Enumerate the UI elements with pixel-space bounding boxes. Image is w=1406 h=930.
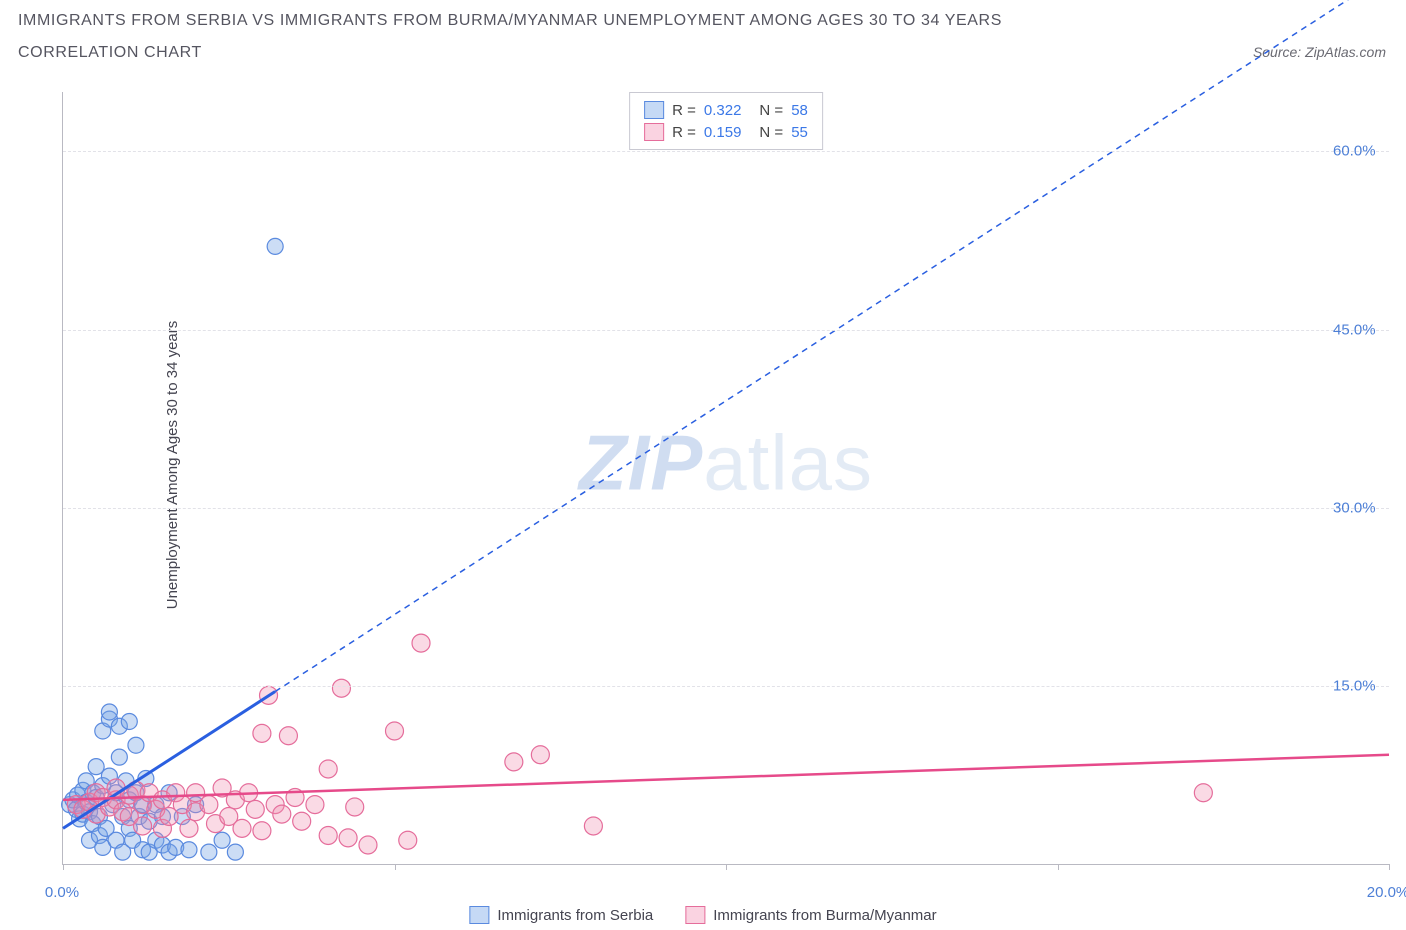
gridline [63,686,1389,687]
correlation-legend: R = 0.322 N = 58 R = 0.159 N = 55 [629,92,823,150]
legend-label-serbia: Immigrants from Serbia [497,907,653,924]
source-label: Source: ZipAtlas.com [1253,44,1386,60]
x-tick-mark [726,864,727,870]
chart-title: IMMIGRANTS FROM SERBIA VS IMMIGRANTS FRO… [18,12,1002,62]
swatch-pink-icon [685,906,705,924]
n-value-burma: 55 [791,124,808,141]
swatch-blue-icon [644,101,664,119]
series-legend: Immigrants from Serbia Immigrants from B… [469,906,936,924]
gridline [63,330,1389,331]
y-tick-label: 45.0% [1333,321,1376,338]
legend-row-serbia: R = 0.322 N = 58 [644,99,808,121]
n-label: N = [759,124,783,141]
x-tick-mark [1389,864,1390,870]
x-tick-mark [395,864,396,870]
n-label: N = [759,102,783,119]
legend-item-burma: Immigrants from Burma/Myanmar [685,906,936,924]
r-label: R = [672,124,696,141]
gridline [63,508,1389,509]
legend-item-serbia: Immigrants from Serbia [469,906,653,924]
r-label: R = [672,102,696,119]
swatch-pink-icon [644,123,664,141]
r-value-serbia: 0.322 [704,102,742,119]
gridline [63,151,1389,152]
x-tick-mark [1058,864,1059,870]
x-tick-label: 0.0% [45,884,79,901]
swatch-blue-icon [469,906,489,924]
legend-label-burma: Immigrants from Burma/Myanmar [713,907,936,924]
x-tick-label: 20.0% [1367,884,1406,901]
y-tick-label: 15.0% [1333,677,1376,694]
chart-plot-area: ZIPatlas R = 0.322 N = 58 R = 0.159 N = … [62,92,1389,865]
scatter-svg [63,92,1389,864]
title-line2: CORRELATION CHART [18,44,1002,62]
y-tick-label: 60.0% [1333,143,1376,160]
x-tick-mark [63,864,64,870]
n-value-serbia: 58 [791,102,808,119]
y-tick-label: 30.0% [1333,499,1376,516]
r-value-burma: 0.159 [704,124,742,141]
title-line1: IMMIGRANTS FROM SERBIA VS IMMIGRANTS FRO… [18,12,1002,30]
legend-row-burma: R = 0.159 N = 55 [644,121,808,143]
